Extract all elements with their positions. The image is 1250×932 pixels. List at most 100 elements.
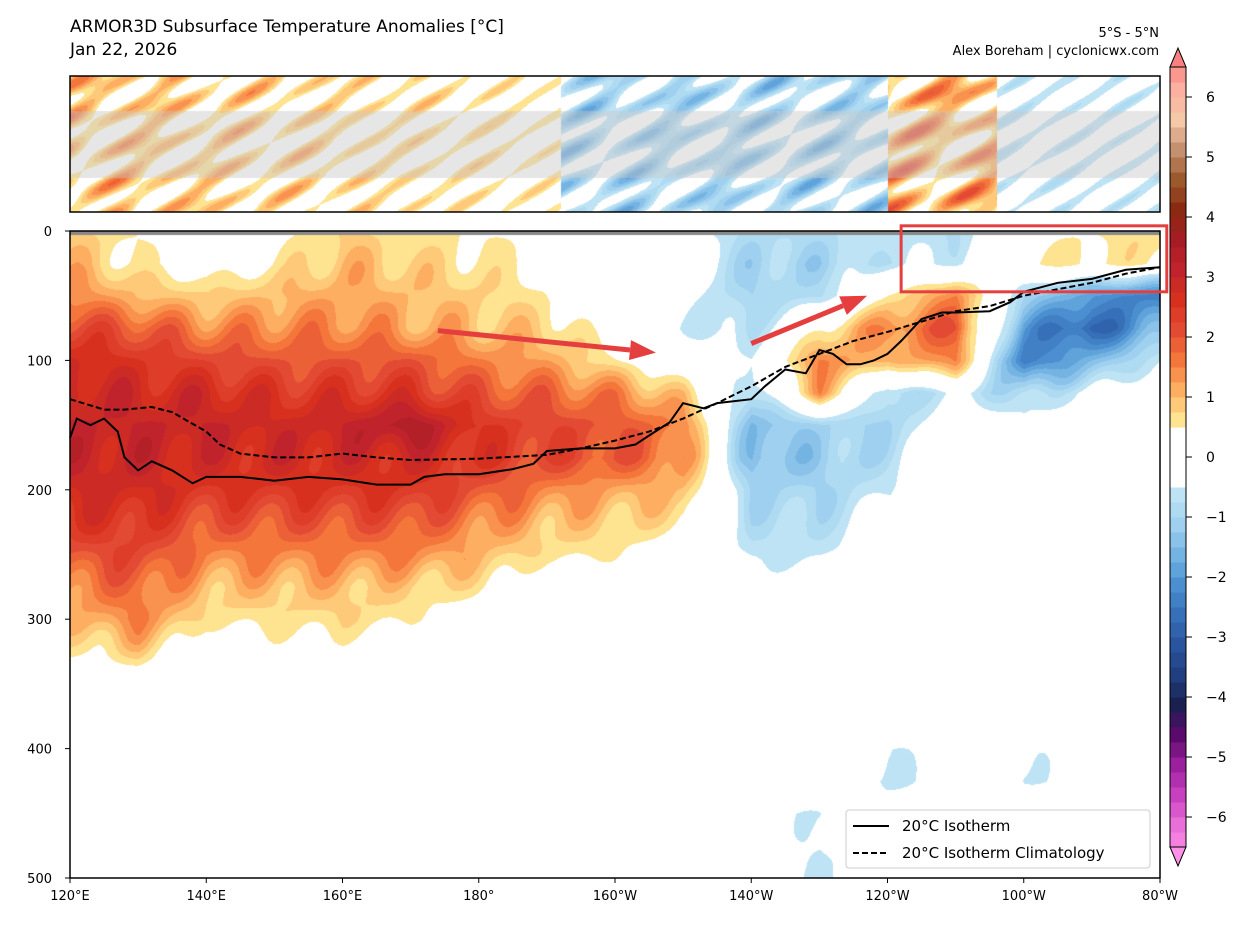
colorbar-level <box>1170 652 1186 668</box>
colorbar-level <box>1170 202 1186 218</box>
colorbar-level <box>1170 262 1186 278</box>
highlight-box <box>899 224 1169 294</box>
y-tick-label: 300 <box>27 613 52 628</box>
colorbar-level <box>1170 352 1186 368</box>
colorbar-tick-label: 1 <box>1206 390 1215 406</box>
arrow-shaft <box>750 303 844 346</box>
isotherm-climatology-line <box>69 266 1161 462</box>
colorbar-level <box>1170 547 1186 563</box>
colorbar-level <box>1170 322 1186 338</box>
colorbar-level <box>1170 172 1186 188</box>
x-tick-label: 140°E <box>186 889 226 904</box>
colorbar-level <box>1170 727 1186 743</box>
colorbar-tick-label: −5 <box>1206 750 1227 766</box>
x-tick-label: 140°W <box>729 889 773 904</box>
isotherm-line <box>69 266 1161 486</box>
colorbar-level <box>1170 712 1186 728</box>
colorbar-level <box>1170 697 1186 713</box>
colorbar-level <box>1170 637 1186 653</box>
colorbar-level <box>1170 337 1186 353</box>
colorbar-level <box>1170 472 1186 488</box>
x-tick-label: 80°W <box>1142 889 1178 904</box>
x-tick-label: 160°E <box>323 889 363 904</box>
colorbar-level <box>1170 832 1186 848</box>
colorbar-tick-label: −3 <box>1206 630 1227 646</box>
colorbar-level <box>1170 532 1186 548</box>
colorbar-level <box>1170 397 1186 413</box>
colorbar-tick-label: 4 <box>1206 210 1215 226</box>
colorbar-tick-label: −6 <box>1206 810 1227 826</box>
colorbar-level <box>1170 757 1186 773</box>
colorbar-level <box>1170 82 1186 98</box>
colorbar-level <box>1170 157 1186 173</box>
colorbar-level <box>1170 412 1186 428</box>
colorbar-level <box>1170 112 1186 128</box>
x-tick-label: 160°W <box>593 889 637 904</box>
colorbar-tick-label: −1 <box>1206 510 1227 526</box>
colorbar-extend-min <box>1169 846 1187 868</box>
arrow-shaft <box>437 328 631 353</box>
colorbar-tick-label: −2 <box>1206 570 1227 586</box>
colorbar-level <box>1170 577 1186 593</box>
colorbar-level <box>1170 607 1186 623</box>
y-tick-label: 100 <box>27 354 52 369</box>
chart-title: ARMOR3D Subsurface Temperature Anomalies… <box>70 17 504 37</box>
colorbar-level <box>1170 622 1186 638</box>
colorbar-extend-max <box>1169 46 1187 68</box>
colorbar-level <box>1170 442 1186 458</box>
colorbar-level <box>1170 487 1186 503</box>
colorbar-level <box>1170 787 1186 803</box>
legend-label: 20°C Isotherm <box>902 817 1010 835</box>
legend-label: 20°C Isotherm Climatology <box>902 844 1105 862</box>
colorbar-level <box>1170 562 1186 578</box>
legend-box <box>845 809 1151 869</box>
colorbar-tick-label: 0 <box>1206 450 1215 466</box>
region-label: 5°S - 5°N <box>1098 26 1159 41</box>
y-tick-label: 200 <box>27 484 52 499</box>
chart-subtitle: Jan 22, 2026 <box>70 40 178 60</box>
colorbar-level <box>1170 592 1186 608</box>
colorbar-level <box>1170 802 1186 818</box>
x-tick-label: 180° <box>463 889 494 904</box>
temperature-anomaly-heatmap <box>70 231 1160 878</box>
x-tick-label: 100°W <box>1002 889 1046 904</box>
colorbar-level <box>1170 517 1186 533</box>
colorbar-level <box>1170 427 1186 443</box>
y-tick-label: 500 <box>27 872 52 887</box>
colorbar-level <box>1170 667 1186 683</box>
x-tick-label: 120°E <box>50 889 90 904</box>
inset-map <box>70 76 1160 212</box>
colorbar-level <box>1170 127 1186 143</box>
credit-label: Alex Boreham | cyclonicwx.com <box>952 44 1159 59</box>
plot-frame <box>69 230 1161 879</box>
colorbar-tick-label: −4 <box>1206 690 1227 706</box>
colorbar-level <box>1170 742 1186 758</box>
colorbar-level <box>1170 217 1186 233</box>
colorbar-tick-label: 6 <box>1206 90 1215 106</box>
colorbar-level <box>1170 67 1186 83</box>
colorbar-level <box>1170 772 1186 788</box>
colorbar-level <box>1170 367 1186 383</box>
colorbar-level <box>1170 457 1186 473</box>
colorbar-level <box>1170 682 1186 698</box>
colorbar-level <box>1170 97 1186 113</box>
x-tick-label: 120°W <box>865 889 909 904</box>
arrow-head <box>839 295 868 315</box>
colorbar-level <box>1170 232 1186 248</box>
colorbar-level <box>1170 142 1186 158</box>
colorbar-level <box>1170 187 1186 203</box>
colorbar-tick-label: 2 <box>1206 330 1215 346</box>
colorbar-level <box>1170 307 1186 323</box>
arrow-head <box>629 340 656 360</box>
colorbar-tick-label: 5 <box>1206 150 1215 166</box>
colorbar-level <box>1170 817 1186 833</box>
colorbar-level <box>1170 502 1186 518</box>
y-tick-label: 0 <box>44 225 52 240</box>
inset-map-frame <box>69 75 1161 213</box>
colorbar-tick-label: 3 <box>1206 270 1215 286</box>
y-tick-label: 400 <box>27 743 52 758</box>
colorbar-level <box>1170 247 1186 263</box>
colorbar-level <box>1170 382 1186 398</box>
